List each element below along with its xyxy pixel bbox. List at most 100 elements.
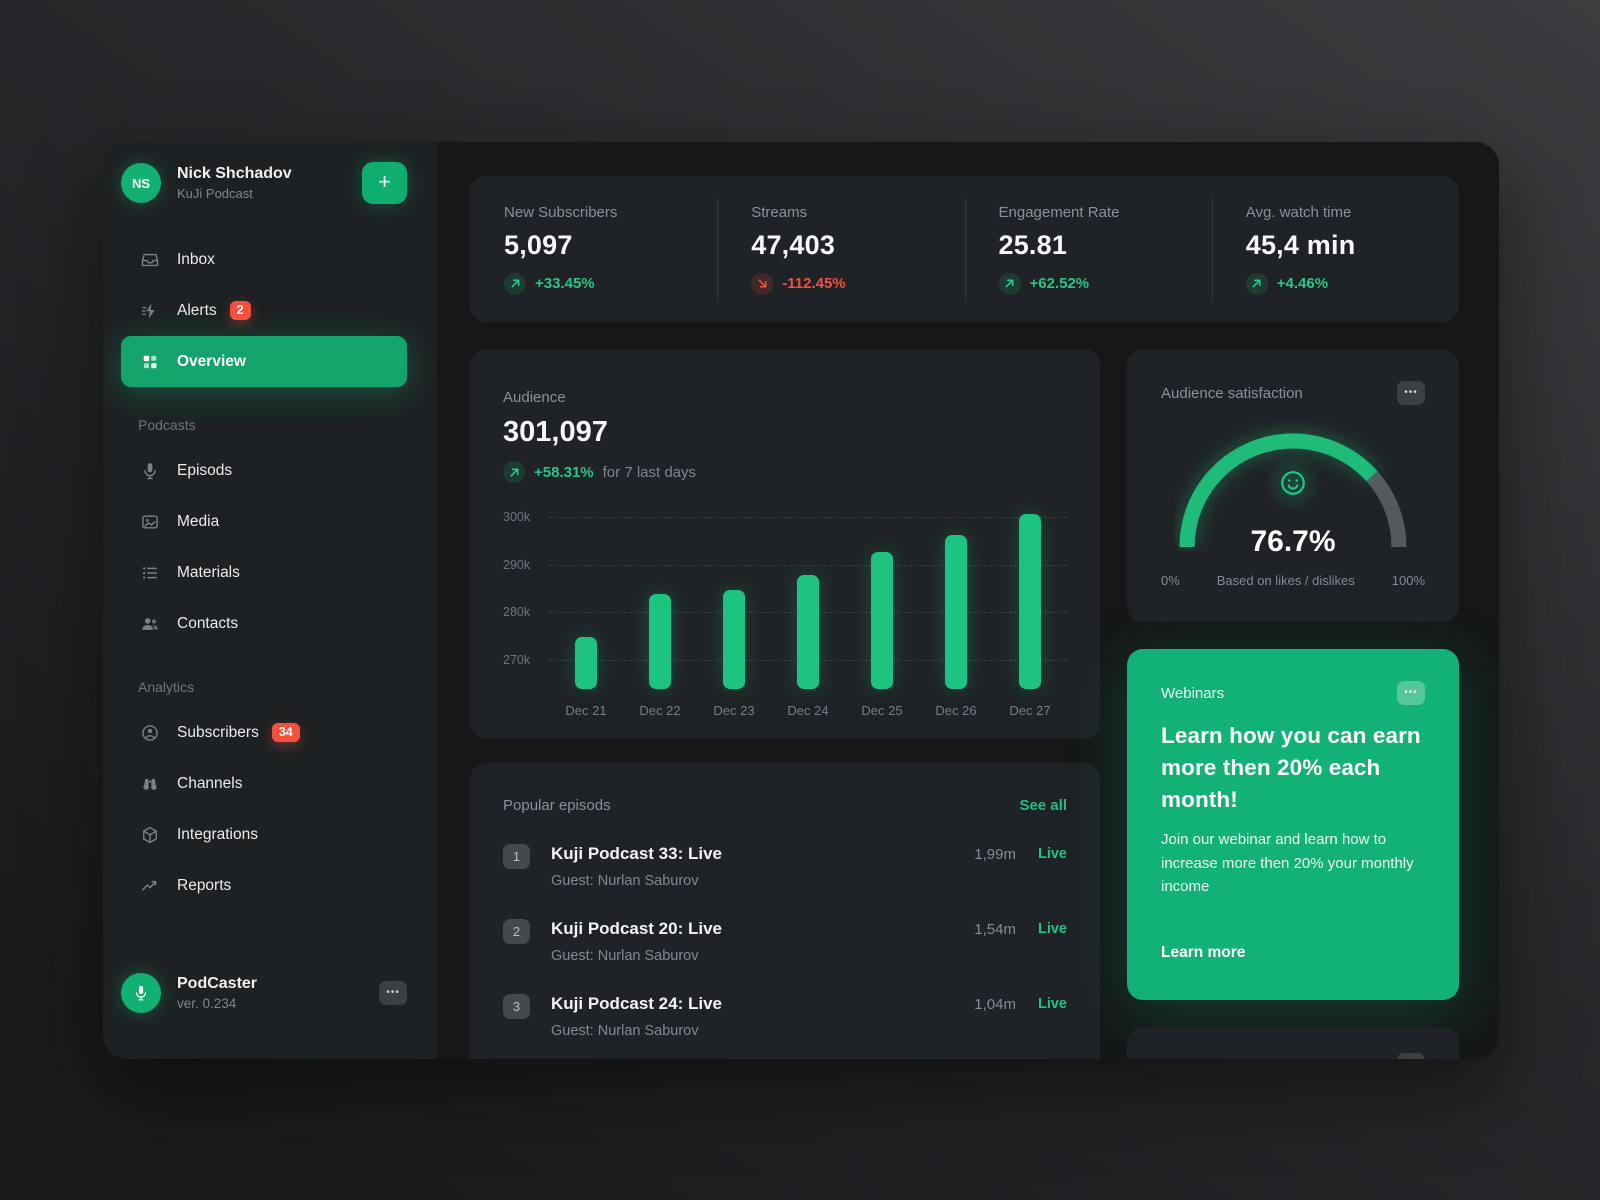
live-badge: Live [1037, 921, 1067, 937]
app-more-button[interactable] [379, 981, 407, 1005]
bar-dec-23 [723, 589, 745, 689]
audience-value: 301,097 [503, 416, 608, 448]
audience-title: Audience [503, 389, 566, 406]
bar-dec-26 [945, 535, 967, 689]
satisfaction-scale: 0% Based on likes / dislikes 100% [1161, 573, 1425, 588]
gridline-290k: 290k [503, 558, 1067, 572]
section-label-analytics: Analytics [138, 679, 195, 695]
arrow-up-right-icon [503, 461, 525, 483]
stat-label: New Subscribers [504, 203, 618, 221]
sidebar-item-alerts[interactable]: Alerts 2 [121, 285, 407, 336]
users-icon [142, 617, 158, 630]
stat-streams: Streams 47,403 -112.45% [717, 204, 964, 295]
satisfaction-more-button[interactable] [1397, 381, 1425, 405]
delta-value: +62.52% [1029, 275, 1090, 292]
user-profile[interactable]: NS Nick Shchadov KuJi Podcast [121, 162, 407, 204]
stat-delta: +33.45% [504, 272, 717, 295]
main-content: New Subscribers 5,097 +33.45% Streams 47… [437, 142, 1499, 1059]
episode-row[interactable]: 3 Kuji Podcast 24: Live Guest: Nurlan Sa… [503, 994, 1067, 1039]
arrow-down-right-icon [751, 272, 774, 295]
sidebar-item-subscribers[interactable]: Subscribers 34 [121, 707, 407, 758]
subscribers-badge: 34 [271, 723, 300, 742]
bar-dec-24 [797, 575, 819, 689]
gridline-300k: 300k [503, 510, 1067, 524]
episode-info: Kuji Podcast 24: Live Guest: Nurlan Sabu… [551, 994, 722, 1039]
profile-text: Nick Shchadov KuJi Podcast [177, 165, 292, 201]
webinars-more-button[interactable] [1397, 681, 1425, 705]
x-tick-label: Dec 27 [1009, 703, 1051, 718]
rank-badge: 1 [503, 844, 530, 869]
episode-guest: Guest: Nurlan Saburov [551, 873, 699, 889]
left-column: Audience 301,097 +58.31% for 7 last days… [470, 349, 1100, 1059]
live-badge: Live [1037, 996, 1067, 1012]
sidebar-item-label: Inbox [177, 250, 215, 268]
audience-delta: +58.31% for 7 last days [503, 461, 1067, 483]
cube-icon [143, 826, 157, 843]
popular-header: Popular episods See all [503, 797, 1067, 814]
x-tick-label: Dec 24 [787, 703, 829, 718]
delta-value: +33.45% [535, 275, 595, 292]
learn-more-link[interactable]: Learn more [1161, 944, 1246, 961]
webinars-body: Join our webinar and learn how to increa… [1161, 830, 1414, 896]
sidebar-item-media[interactable]: Media [121, 496, 407, 547]
rank-badge: 2 [503, 919, 530, 944]
webinars-eyebrow: Webinars [1161, 684, 1225, 702]
bar-dec-22 [649, 594, 671, 689]
x-tick-label: Dec 25 [861, 703, 903, 718]
stat-value: 45,4 min [1245, 229, 1356, 260]
webinars-card: Webinars Learn how you can earn more the… [1127, 649, 1459, 1000]
sidebar-item-label: Media [177, 512, 220, 530]
sidebar-item-reports[interactable]: Reports [121, 860, 407, 911]
stat-label: Engagement Rate [998, 203, 1120, 221]
audience-bar-plot: 270k 280k 290k 300k Dec 21 Dec 22 Dec 23 Dec 24… [503, 509, 1067, 718]
sidebar-item-label: Materials [177, 563, 240, 581]
see-all-link[interactable]: See all [1019, 797, 1067, 814]
episode-guest: Guest: Nurlan Saburov [551, 948, 699, 964]
episode-title: Kuji Podcast 24: Live [551, 994, 722, 1013]
x-tick-label: Dec 21 [565, 703, 607, 718]
last-episodes-header: Last episod [1161, 1053, 1425, 1059]
delta-value: -112.45% [782, 275, 846, 292]
satisfaction-value: 76.7% [1250, 525, 1336, 558]
sidebar-item-label: Contacts [177, 614, 239, 632]
last-episodes-title: Last episod [1161, 1057, 1238, 1060]
add-button[interactable] [362, 162, 407, 204]
analytics-nav: Subscribers 34 Channels Integrations [121, 707, 407, 911]
episode-row[interactable]: 1 Kuji Podcast 33: Live Guest: Nurlan Sa… [503, 844, 1067, 889]
gauge-min: 0% [1161, 573, 1180, 588]
app-info: PodCaster ver. 0.234 [177, 975, 257, 1011]
sidebar-item-contacts[interactable]: Contacts [121, 598, 407, 649]
audience-chart: 270k 280k 290k 300k Dec 21 Dec 22 Dec 23 Dec 24… [503, 509, 1067, 718]
avatar: NS [121, 163, 161, 203]
user-org: KuJi Podcast [177, 186, 253, 201]
sidebar-item-overview[interactable]: Overview [121, 336, 407, 387]
webinars-header: Webinars [1161, 681, 1425, 705]
app-footer: PodCaster ver. 0.234 [121, 973, 407, 1013]
sidebar-item-materials[interactable]: Materials [121, 547, 407, 598]
sidebar-item-integrations[interactable]: Integrations [121, 809, 407, 860]
stat-delta: +4.46% [1245, 272, 1459, 295]
sidebar-item-label: Alerts [177, 301, 217, 319]
sidebar-item-inbox[interactable]: Inbox [121, 234, 407, 285]
episode-views: 1,04m [974, 996, 1016, 1013]
alerts-badge: 2 [229, 301, 251, 320]
popular-episodes-card: Popular episods See all 1 Kuji Podcast 3… [470, 763, 1100, 1059]
bar-dec-21 [575, 636, 597, 689]
podcasts-nav: Episods Media Materials [121, 445, 407, 649]
alerts-icon [141, 302, 155, 319]
sidebar-item-label: Overview [177, 352, 246, 370]
user-circle-icon [142, 724, 158, 741]
sidebar-item-label: Reports [177, 876, 232, 894]
satisfaction-card: Audience satisfaction [1127, 349, 1459, 622]
episode-meta: 1,99m Live [974, 844, 1067, 889]
sidebar-item-label: Channels [177, 774, 243, 792]
delta-suffix: for 7 last days [602, 463, 697, 481]
bar-dec-27 [1019, 513, 1041, 689]
popular-title: Popular episods [503, 797, 611, 814]
last-episodes-more-button[interactable] [1397, 1053, 1425, 1059]
sidebar-item-channels[interactable]: Channels [121, 758, 407, 809]
episode-row[interactable]: 2 Kuji Podcast 20: Live Guest: Nurlan Sa… [503, 919, 1067, 964]
sidebar-item-episods[interactable]: Episods [121, 445, 407, 496]
binoculars-icon [143, 778, 157, 790]
stat-value: 5,097 [504, 229, 573, 260]
